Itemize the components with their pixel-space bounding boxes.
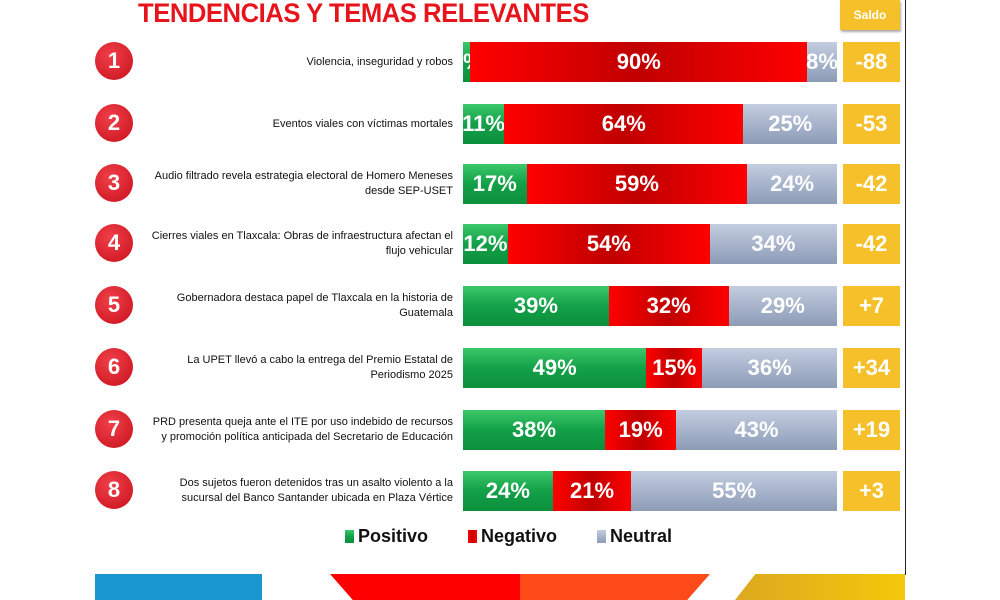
rank-badge: 2: [95, 104, 133, 142]
bar-segment-negativo: 59%: [526, 164, 748, 204]
category-label: Audio filtrado revela estrategia elector…: [154, 170, 453, 197]
category-label: Dos sujetos fueron detenidos tras un asa…: [179, 477, 453, 504]
saldo-header: Saldo: [840, 0, 900, 30]
bar-segment-negativo: 32%: [608, 286, 729, 326]
data-label: 11%: [462, 111, 505, 136]
saldo-value: +34: [843, 348, 900, 388]
rank-badge: 6: [95, 348, 133, 386]
bar-segment-positivo: 24%: [463, 471, 553, 511]
bar-segment-neutral: 24%: [747, 164, 837, 204]
bar-segment-neutral: 34%: [709, 224, 837, 264]
category-label: Gobernadora destaca papel de Tlaxcala en…: [176, 292, 453, 319]
data-label: 25%: [768, 111, 813, 136]
legend-item: Neutral: [597, 526, 672, 547]
data-label: 39%: [513, 293, 558, 318]
data-label: 43%: [734, 417, 779, 442]
rank-badge: 3: [95, 164, 133, 202]
data-label: 34%: [751, 231, 796, 256]
data-label: 36%: [747, 355, 792, 380]
legend: Positivo Negativo Neutral: [345, 526, 672, 547]
data-label: 17%: [472, 171, 517, 196]
bar-segment-negativo: 15%: [646, 348, 703, 388]
legend-label: Neutral: [610, 526, 673, 546]
bar-segment-neutral: 55%: [631, 471, 837, 511]
rank-badge: 4: [95, 224, 133, 262]
bar-segment-negativo: 90%: [470, 42, 808, 82]
stacked-bar: 38% 19% 43%: [463, 410, 837, 450]
category-label: Cierres viales en Tlaxcala: Obras de inf…: [151, 230, 453, 257]
stacked-bar: 12% 54% 34%: [463, 224, 837, 264]
data-label: 38%: [512, 417, 557, 442]
data-label: 15%: [652, 355, 697, 380]
saldo-value: +3: [843, 471, 900, 511]
bar-segment-negativo: 54%: [507, 224, 710, 264]
category-label: Violencia, inseguridad y robos: [306, 55, 453, 68]
stacked-bar: 24% 21% 55%: [463, 471, 837, 511]
stacked-bar: 11% 64% 25%: [462, 104, 837, 144]
bar-segment-positivo: 49%: [463, 348, 647, 388]
bar-segment-positivo: 2%: [451, 42, 483, 82]
bar-segment-positivo: 12%: [463, 224, 508, 264]
rank-badge: 7: [95, 410, 133, 448]
rank-badge: 1: [95, 42, 133, 80]
bar-segment-positivo: 38%: [463, 410, 606, 450]
bar-segment-positivo: 17%: [463, 164, 527, 204]
legend-swatch: [345, 530, 354, 543]
bar-segment-neutral: 36%: [702, 348, 837, 388]
data-label: 32%: [646, 293, 691, 318]
bar-segment-negativo: 64%: [504, 104, 744, 144]
saldo-value: -42: [843, 224, 900, 264]
saldo-value: +7: [843, 286, 900, 326]
bar-segment-negativo: 19%: [605, 410, 677, 450]
bar-segment-positivo: 11%: [462, 104, 505, 144]
data-label: 49%: [532, 355, 577, 380]
data-label: 55%: [712, 478, 757, 503]
saldo-value: -42: [843, 164, 900, 204]
category-label: PRD presenta queja ante el ITE por uso i…: [152, 416, 453, 443]
legend-label: Positivo: [358, 526, 429, 546]
data-label: 19%: [618, 417, 663, 442]
stacked-bar: 39% 32% 29%: [463, 286, 837, 326]
legend-item: Negativo: [468, 526, 557, 547]
data-label: 90%: [616, 49, 661, 74]
category-label: La UPET llevó a cabo la entrega del Prem…: [187, 354, 453, 381]
data-label: 12%: [463, 231, 508, 256]
legend-swatch: [468, 530, 478, 543]
data-label: 24%: [485, 478, 530, 503]
bar-segment-negativo: 21%: [552, 471, 632, 511]
data-label: 8%: [806, 49, 838, 74]
stacked-bar: 2% 90% 8%: [451, 42, 838, 82]
data-label: 29%: [760, 293, 805, 318]
data-label: 21%: [569, 478, 615, 503]
category-label: Eventos viales con víctimas mortales: [272, 117, 453, 130]
bar-segment-neutral: 29%: [728, 286, 837, 326]
saldo-value: -88: [843, 42, 900, 82]
rank-badge: 8: [95, 471, 133, 509]
legend-swatch: [597, 530, 607, 543]
legend-label: Negativo: [481, 526, 558, 546]
rank-badge: 5: [95, 286, 133, 324]
bar-segment-neutral: 8%: [806, 42, 838, 82]
data-label: 24%: [770, 171, 815, 196]
bar-segment-neutral: 25%: [743, 104, 837, 144]
divider: [905, 0, 906, 575]
decor-blue: [95, 574, 262, 600]
data-label: 64%: [601, 111, 646, 136]
saldo-value: +19: [843, 410, 900, 450]
saldo-value: -53: [843, 104, 900, 144]
stacked-bar: 17% 59% 24%: [463, 164, 837, 204]
decor-yellow: [735, 574, 905, 600]
legend-item: Positivo: [345, 526, 428, 547]
data-label: 59%: [614, 171, 659, 196]
bar-segment-neutral: 43%: [676, 410, 837, 450]
chart-title: TENDENCIAS Y TEMAS RELEVANTES: [138, 0, 589, 28]
stacked-bar: 49% 15% 36%: [463, 348, 837, 388]
decor-red: [330, 574, 710, 600]
data-label: 54%: [586, 231, 631, 256]
bar-segment-positivo: 39%: [463, 286, 609, 326]
